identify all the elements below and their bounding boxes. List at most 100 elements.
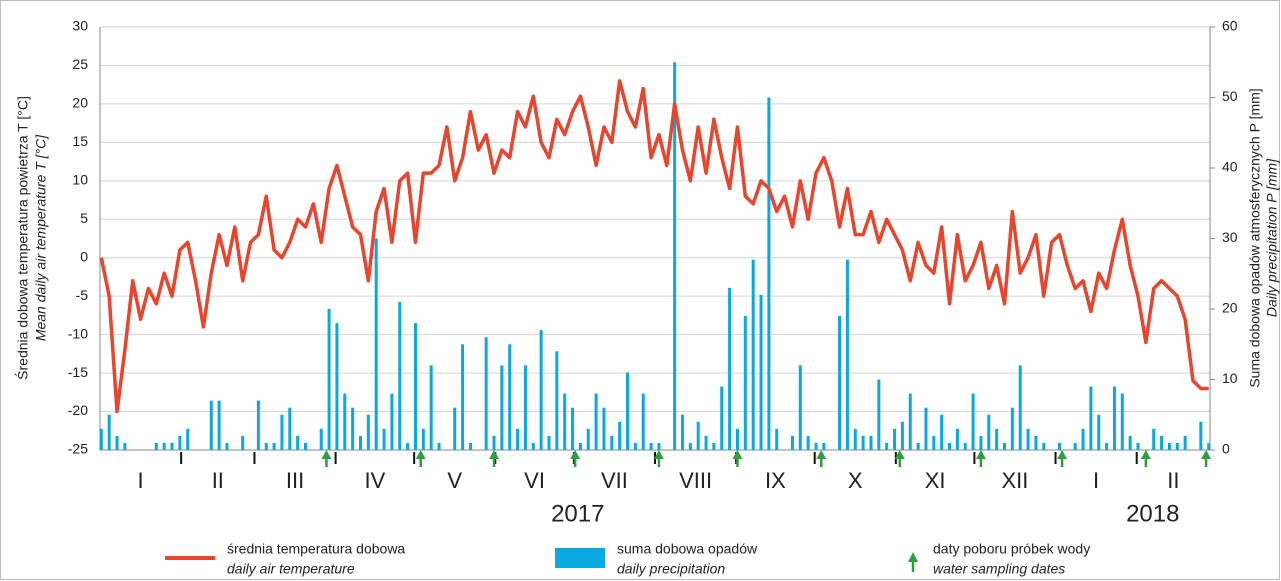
precip-bar xyxy=(932,435,936,450)
y-tick-label: 30 xyxy=(72,18,88,34)
precip-bar xyxy=(571,407,575,450)
precip-bar xyxy=(798,365,802,450)
precip-bar xyxy=(1034,435,1038,450)
precip-bar xyxy=(1136,442,1140,450)
precip-bar xyxy=(366,414,370,450)
precip-bar xyxy=(358,435,362,450)
y2-tick-label: 30 xyxy=(1222,229,1238,245)
precip-bar xyxy=(539,330,543,450)
precip-bar xyxy=(429,365,433,450)
precip-bar xyxy=(170,442,174,450)
precip-bar xyxy=(547,435,551,450)
precip-bar xyxy=(908,393,912,450)
precip-bar xyxy=(296,435,300,450)
precip-bar xyxy=(924,407,928,450)
precip-bar xyxy=(162,442,166,450)
y2-title-en: Daily precipitation P [mm] xyxy=(1264,158,1280,317)
precip-bar xyxy=(955,428,959,450)
precip-bar xyxy=(602,407,606,450)
precip-bar xyxy=(696,421,700,450)
year-label: 2018 xyxy=(1126,500,1179,527)
precip-bar xyxy=(861,435,865,450)
precip-bar xyxy=(390,393,394,450)
precip-bar xyxy=(217,400,221,450)
precip-bar xyxy=(893,428,897,450)
sampling-arrow xyxy=(488,450,499,467)
precip-bar xyxy=(626,372,630,450)
month-label: XII xyxy=(1002,468,1029,493)
precip-bar xyxy=(531,442,535,450)
y2-tick-label: 40 xyxy=(1222,159,1238,175)
precip-bar xyxy=(413,323,417,450)
precip-bar xyxy=(508,344,512,450)
month-label: X xyxy=(848,468,863,493)
precip-bar xyxy=(335,323,339,450)
precip-bar xyxy=(555,351,559,450)
precip-bar xyxy=(1089,386,1093,450)
precip-bar xyxy=(1018,365,1022,450)
precip-bar xyxy=(209,400,213,450)
precip-bar xyxy=(241,435,245,450)
precip-bar xyxy=(940,414,944,450)
y2-tick-label: 20 xyxy=(1222,300,1238,316)
precip-bar xyxy=(1010,407,1014,450)
precip-bar xyxy=(563,393,567,450)
precip-bar xyxy=(1120,393,1124,450)
precip-bar xyxy=(995,428,999,450)
precip-bar xyxy=(1199,421,1203,450)
sampling-arrow xyxy=(415,450,426,467)
month-label: IX xyxy=(765,468,786,493)
precip-bar xyxy=(649,442,653,450)
precip-bar xyxy=(272,442,276,450)
precip-bar xyxy=(186,428,190,450)
sampling-arrow xyxy=(732,450,743,467)
legend-label: suma dobowa opadów xyxy=(617,541,758,557)
precip-bar xyxy=(1002,442,1006,450)
precip-bar xyxy=(468,442,472,450)
precip-bar xyxy=(806,435,810,450)
legend-label: średnia temperatura dobowa xyxy=(227,541,405,557)
precip-bar xyxy=(869,435,873,450)
legend-label-en: daily air temperature xyxy=(227,561,355,577)
y-tick-label: 25 xyxy=(72,56,88,72)
precip-bar xyxy=(743,316,747,450)
precip-bar xyxy=(1160,435,1164,450)
month-label: I xyxy=(1093,468,1099,493)
precip-bar xyxy=(1057,442,1061,450)
precip-bar xyxy=(319,428,323,450)
y-tick-label: -15 xyxy=(68,364,88,380)
temp-line xyxy=(99,79,1209,414)
legend-box xyxy=(555,548,605,568)
month-label: VIII xyxy=(679,468,712,493)
precip-bar xyxy=(123,442,127,450)
precip-bar xyxy=(516,428,520,450)
sampling-arrow xyxy=(1057,450,1068,467)
precip-bar xyxy=(657,442,661,450)
precip-bar xyxy=(382,428,386,450)
precip-bar xyxy=(264,442,268,450)
precip-bar xyxy=(1042,442,1046,450)
precip-bar xyxy=(673,62,677,450)
y2-tick-label: 50 xyxy=(1222,88,1238,104)
precip-bar xyxy=(1152,428,1156,450)
precip-bar xyxy=(853,428,857,450)
sampling-arrow xyxy=(570,450,581,467)
precip-bar xyxy=(256,400,260,450)
precip-bar xyxy=(453,407,457,450)
month-label: V xyxy=(447,468,462,493)
precip-bar xyxy=(963,442,967,450)
precip-bar xyxy=(1175,442,1179,450)
month-label: XI xyxy=(925,468,946,493)
precip-bar xyxy=(728,287,732,450)
precip-bar xyxy=(280,414,284,450)
precip-bar xyxy=(790,435,794,450)
precip-bar xyxy=(500,365,504,450)
precip-bar xyxy=(107,414,111,450)
precip-bar xyxy=(327,309,331,450)
y2-tick-label: 0 xyxy=(1222,441,1230,457)
precip-bar xyxy=(680,414,684,450)
y-title-en: Mean daily air temperature T [°C] xyxy=(33,134,49,341)
precip-bar xyxy=(845,259,849,450)
